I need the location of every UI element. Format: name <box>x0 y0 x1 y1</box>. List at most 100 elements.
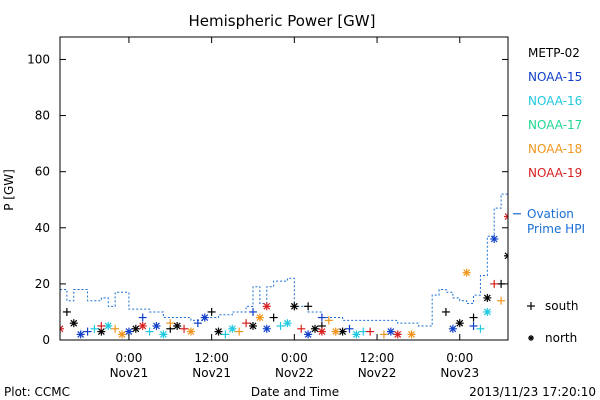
data-point-south <box>193 319 202 328</box>
data-point-south <box>166 319 175 328</box>
data-point-south <box>538 252 546 260</box>
data-point-south <box>545 260 553 268</box>
data-point-south <box>83 327 92 336</box>
data-point-north <box>552 286 560 294</box>
legend-ovation-label: Ovation <box>527 207 574 221</box>
data-point-south <box>90 324 99 333</box>
data-point-north <box>504 251 508 260</box>
data-point-south <box>545 280 553 288</box>
data-point-north <box>76 330 85 339</box>
x-axis: 0:00Nov2112:00Nov210:00Nov2212:00Nov220:… <box>110 37 479 380</box>
data-point-north <box>262 324 271 333</box>
legend-north-symbol <box>528 335 534 341</box>
data-point-north <box>97 327 106 336</box>
data-point-north <box>173 321 182 330</box>
x-tick-time: 0:00 <box>446 351 473 365</box>
x-tick-date: Nov21 <box>110 366 149 380</box>
data-point-north <box>511 224 519 232</box>
data-point-north <box>186 327 195 336</box>
data-point-north <box>118 330 127 339</box>
data-point-north <box>262 302 271 311</box>
legend-ovation-label-2: Prime HPI <box>527 222 585 236</box>
data-point-north <box>504 212 508 221</box>
y-axis-label: P [GW] <box>2 169 16 211</box>
data-point-south <box>297 324 306 333</box>
data-point-south <box>317 313 326 322</box>
ovation-line <box>60 193 508 327</box>
y-tick-label: 60 <box>35 165 50 179</box>
data-point-north <box>386 327 395 336</box>
x-tick-time: 12:00 <box>194 351 229 365</box>
data-point-south <box>304 302 313 311</box>
data-point-north <box>483 293 492 302</box>
data-point-south <box>511 61 519 69</box>
data-point-north <box>248 321 257 330</box>
data-point-north <box>255 313 264 322</box>
data-point-north <box>317 327 326 336</box>
y-tick-label: 40 <box>35 221 50 235</box>
data-point-south <box>97 321 106 330</box>
data-point-north <box>518 229 526 237</box>
data-point-south <box>235 327 244 336</box>
data-point-south <box>359 327 368 336</box>
y-tick-label: 0 <box>42 333 50 347</box>
x-tick-date: Nov22 <box>275 366 314 380</box>
data-point-north <box>448 324 457 333</box>
legend-series-label: NOAA-18 <box>528 142 582 156</box>
data-point-north <box>352 330 361 339</box>
legend-series-label: NOAA-16 <box>528 94 582 108</box>
x-tick-time: 0:00 <box>115 351 142 365</box>
data-point-south <box>379 330 388 339</box>
data-point-south <box>276 321 285 330</box>
data-point-north <box>131 324 140 333</box>
legend-south-label: south <box>545 299 579 313</box>
data-point-south <box>497 296 506 305</box>
data-point-south <box>552 316 560 324</box>
data-point-north <box>490 235 499 243</box>
data-point-south <box>476 324 485 333</box>
data-point-north <box>200 313 209 322</box>
plot-frame <box>59 36 509 341</box>
data-point-south <box>441 307 450 316</box>
data-point-north <box>545 319 553 327</box>
y-tick-label: 100 <box>27 52 50 66</box>
legend-series-label: NOAA-19 <box>528 166 582 180</box>
x-tick-time: 12:00 <box>360 351 395 365</box>
data-point-south <box>207 307 216 316</box>
footer-right: 2013/11/23 17:20:10 <box>469 385 596 399</box>
legend: METP-02 NOAA-15 NOAA-16 NOAA-17 NOAA-18 NOAA-… <box>513 46 585 345</box>
legend-series-label: METP-02 <box>528 46 580 60</box>
chart-title: Hemispheric Power [GW] <box>189 12 376 30</box>
footer-center: Date and Time <box>251 385 339 399</box>
x-tick-date: Nov21 <box>192 366 231 380</box>
data-point-south <box>180 324 189 333</box>
data-point-north <box>69 319 78 328</box>
data-point-north <box>455 319 464 328</box>
data-point-south <box>138 313 147 322</box>
data-point-north <box>407 330 416 339</box>
data-point-north <box>290 302 299 311</box>
data-point-south <box>366 327 375 336</box>
data-point-south <box>221 330 230 339</box>
data-point-south <box>525 61 533 69</box>
data-point-south <box>111 324 120 333</box>
data-point-south <box>490 279 499 288</box>
data-point-south <box>324 316 333 325</box>
data-point-south <box>469 313 478 322</box>
data-point-north <box>338 327 347 336</box>
data-point-south <box>518 134 526 142</box>
legend-series-label: NOAA-17 <box>528 118 582 132</box>
data-point-north <box>214 327 223 336</box>
x-tick-date: Nov23 <box>440 366 479 380</box>
data-point-north <box>393 330 402 339</box>
data-point-north <box>483 307 492 316</box>
data-point-north <box>159 330 168 339</box>
data-point-north <box>511 266 519 274</box>
data-point-north <box>304 330 313 339</box>
data-point-south <box>511 218 519 226</box>
data-point-north <box>104 321 113 330</box>
data-point-south <box>62 307 71 316</box>
data-point-north <box>462 268 471 277</box>
data-point-north <box>283 319 292 328</box>
